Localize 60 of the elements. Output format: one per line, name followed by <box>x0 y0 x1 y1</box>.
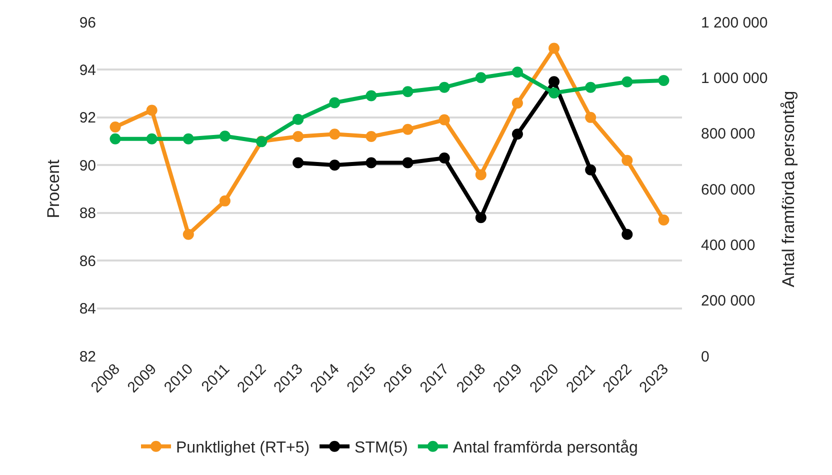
point <box>585 82 596 93</box>
point <box>585 164 596 176</box>
point <box>402 124 414 135</box>
point <box>438 82 450 93</box>
y-axis-title: Procent <box>44 159 63 218</box>
legend-label: Punktlighet (RT+5) <box>176 440 310 457</box>
point <box>366 131 377 142</box>
point <box>146 133 158 144</box>
point <box>292 114 304 125</box>
point <box>658 214 670 226</box>
legend-label: Antal framförda persontåg <box>452 440 638 457</box>
point <box>219 130 230 142</box>
point <box>402 157 414 168</box>
point <box>548 42 560 54</box>
y2-tick-label: 1 000 000 <box>701 70 768 87</box>
point <box>110 133 121 144</box>
point <box>110 121 121 132</box>
point <box>438 152 450 164</box>
y2-tick-label: 800 000 <box>701 126 756 143</box>
point <box>512 66 523 78</box>
point <box>622 228 633 240</box>
y2-tick-label: 200 000 <box>701 292 756 310</box>
point <box>146 104 158 116</box>
y-tick-label: 84 <box>79 300 96 318</box>
y-tick-label: 92 <box>79 110 96 127</box>
y2-axis-title: Antal framförda persontåg <box>779 90 798 288</box>
legend-label: STM(5) <box>354 440 408 457</box>
point <box>548 76 560 88</box>
point <box>622 154 633 166</box>
point <box>622 76 633 88</box>
point <box>658 74 670 86</box>
y-tick-label: 94 <box>79 62 96 79</box>
point <box>219 195 230 206</box>
point <box>182 133 194 144</box>
point <box>366 157 377 168</box>
point <box>329 97 340 108</box>
y-tick-label: 88 <box>79 205 96 222</box>
point <box>475 169 486 180</box>
point <box>366 90 377 102</box>
point <box>329 160 340 171</box>
point <box>585 112 596 123</box>
point <box>329 128 340 140</box>
point <box>512 128 523 140</box>
point <box>475 72 486 84</box>
point <box>292 157 304 168</box>
y-tick-label: 90 <box>79 157 96 174</box>
y2-tick-label: 0 <box>701 348 710 366</box>
point <box>548 87 560 98</box>
point <box>182 228 194 240</box>
point <box>512 98 523 109</box>
y-tick-label: 82 <box>79 348 96 366</box>
point <box>402 86 414 98</box>
y2-tick-label: 1 200 000 <box>701 14 768 32</box>
y2-tick-label: 400 000 <box>701 236 756 254</box>
point <box>292 131 304 142</box>
point <box>438 114 450 126</box>
y2-tick-label: 600 000 <box>701 181 756 198</box>
y-tick-label: 96 <box>79 14 96 32</box>
point <box>475 212 486 224</box>
y-tick-label: 86 <box>79 252 96 270</box>
